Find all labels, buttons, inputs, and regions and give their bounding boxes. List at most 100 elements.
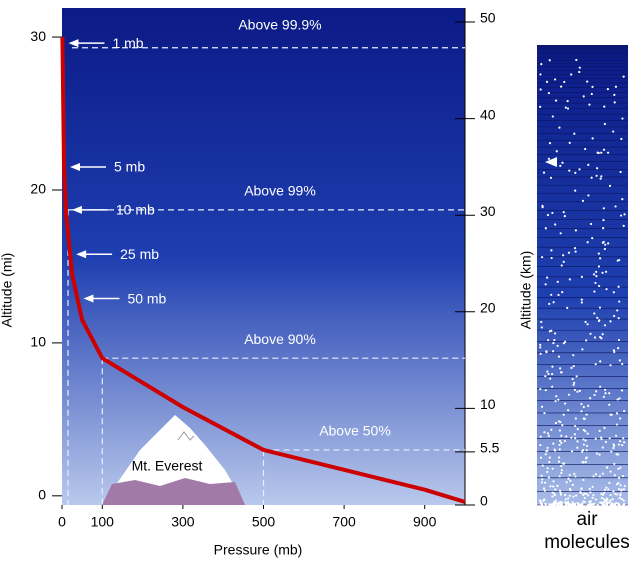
- molecule: [616, 493, 619, 496]
- molecule: [548, 142, 552, 145]
- molecule: [568, 487, 572, 491]
- molecule: [586, 432, 589, 435]
- molecule: [576, 390, 579, 393]
- molecule: [613, 314, 616, 318]
- molecule: [609, 364, 612, 367]
- pointer-head: [76, 250, 87, 259]
- molecule: [566, 100, 569, 103]
- pointer-label: 10 mb: [116, 202, 155, 218]
- molecule: [574, 189, 577, 192]
- molecule: [549, 176, 553, 179]
- molecule: [623, 409, 626, 413]
- molecule: [560, 503, 563, 506]
- molecule: [560, 471, 563, 475]
- molecule: [585, 413, 588, 416]
- y2-tick-label: 10: [480, 396, 496, 412]
- molecule: [546, 470, 549, 474]
- molecule: [546, 276, 549, 279]
- y2-tick-label: 40: [480, 106, 496, 122]
- molecule: [571, 483, 574, 486]
- molecule: [547, 372, 550, 376]
- molecule: [548, 59, 551, 62]
- molecule: [591, 496, 594, 499]
- molecule: [575, 375, 578, 378]
- molecule: [575, 494, 578, 497]
- molecule: [620, 389, 624, 392]
- molecule: [556, 502, 559, 505]
- molecule: [580, 487, 583, 491]
- molecule: [583, 500, 586, 504]
- molecule: [587, 503, 591, 507]
- molecule: [554, 400, 557, 403]
- molecule: [621, 444, 624, 447]
- molecule: [589, 500, 592, 503]
- molecule: [610, 413, 613, 416]
- molecule: [623, 441, 626, 444]
- molecule: [564, 493, 567, 497]
- molecule: [591, 137, 594, 140]
- molecule: [589, 332, 592, 335]
- molecule: [578, 503, 581, 506]
- molecule: [539, 352, 542, 356]
- molecule: [567, 503, 570, 507]
- molecule: [559, 164, 562, 167]
- molecule: [557, 420, 561, 423]
- molecule: [573, 132, 576, 135]
- column-label: air: [576, 509, 598, 530]
- molecule: [580, 410, 583, 413]
- molecule: [564, 340, 567, 343]
- molecule: [601, 446, 604, 449]
- molecule: [550, 249, 553, 252]
- pointer-head: [71, 205, 82, 214]
- molecule: [574, 437, 577, 440]
- molecule: [558, 443, 561, 447]
- molecule: [582, 438, 585, 441]
- molecule: [556, 280, 559, 283]
- column-label: molecules: [544, 532, 630, 553]
- molecule: [596, 503, 599, 507]
- molecule: [540, 320, 543, 324]
- molecule: [602, 227, 605, 230]
- molecule: [595, 452, 599, 455]
- y2-tick-label: 50: [480, 10, 496, 26]
- molecule: [622, 224, 625, 227]
- molecule: [605, 466, 608, 469]
- molecule: [585, 492, 588, 495]
- pressure-curve: [60, 37, 466, 504]
- molecule: [587, 163, 590, 166]
- molecule: [600, 496, 603, 500]
- molecule: [563, 80, 566, 84]
- molecule: [572, 364, 575, 368]
- molecule: [598, 306, 602, 309]
- molecule: [560, 264, 563, 267]
- molecule: [565, 502, 569, 506]
- molecule: [584, 457, 588, 460]
- molecule: [600, 175, 603, 178]
- molecule: [546, 213, 550, 217]
- molecule: [587, 404, 590, 407]
- molecule: [600, 492, 603, 495]
- molecule: [548, 330, 551, 333]
- molecule: [551, 365, 554, 368]
- molecule: [601, 271, 604, 274]
- molecule: [567, 393, 571, 396]
- molecule: [572, 354, 575, 357]
- molecule: [539, 73, 542, 76]
- molecule: [539, 88, 542, 91]
- molecule: [539, 387, 542, 391]
- molecule: [568, 473, 571, 477]
- molecule: [622, 437, 625, 440]
- molecule: [574, 229, 577, 232]
- molecule: [609, 499, 612, 502]
- molecule: [567, 251, 571, 254]
- molecule: [619, 466, 622, 469]
- molecule: [602, 148, 606, 151]
- molecule: [561, 462, 565, 465]
- molecule: [618, 359, 621, 362]
- molecule: [544, 389, 547, 392]
- molecule: [609, 493, 612, 497]
- molecule: [543, 498, 546, 501]
- molecule: [561, 161, 564, 164]
- molecule: [608, 437, 611, 440]
- molecule: [607, 242, 610, 245]
